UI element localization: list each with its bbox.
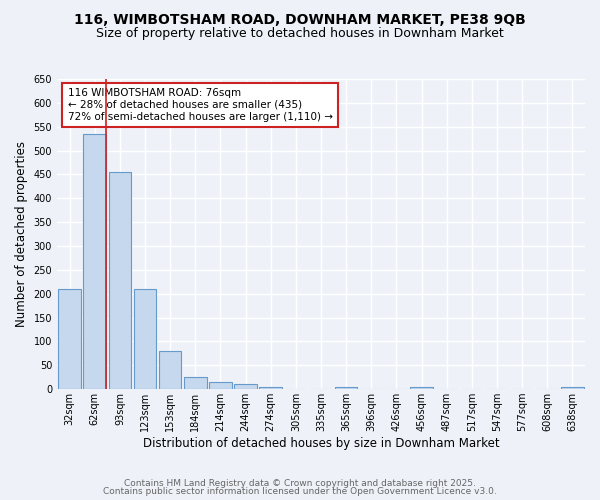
Text: Contains HM Land Registry data © Crown copyright and database right 2025.: Contains HM Land Registry data © Crown c… xyxy=(124,478,476,488)
Bar xyxy=(335,387,358,389)
Bar xyxy=(134,289,157,389)
Bar xyxy=(159,351,181,389)
X-axis label: Distribution of detached houses by size in Downham Market: Distribution of detached houses by size … xyxy=(143,437,499,450)
Bar xyxy=(561,388,584,389)
Y-axis label: Number of detached properties: Number of detached properties xyxy=(15,141,28,327)
Bar xyxy=(209,382,232,389)
Bar xyxy=(109,172,131,389)
Bar xyxy=(58,289,81,389)
Bar xyxy=(83,134,106,389)
Text: 116, WIMBOTSHAM ROAD, DOWNHAM MARKET, PE38 9QB: 116, WIMBOTSHAM ROAD, DOWNHAM MARKET, PE… xyxy=(74,12,526,26)
Text: Size of property relative to detached houses in Downham Market: Size of property relative to detached ho… xyxy=(96,28,504,40)
Text: Contains public sector information licensed under the Open Government Licence v3: Contains public sector information licen… xyxy=(103,487,497,496)
Text: 116 WIMBOTSHAM ROAD: 76sqm
← 28% of detached houses are smaller (435)
72% of sem: 116 WIMBOTSHAM ROAD: 76sqm ← 28% of deta… xyxy=(68,88,332,122)
Bar xyxy=(184,377,206,389)
Bar xyxy=(234,384,257,389)
Bar xyxy=(259,387,282,389)
Bar xyxy=(410,387,433,389)
